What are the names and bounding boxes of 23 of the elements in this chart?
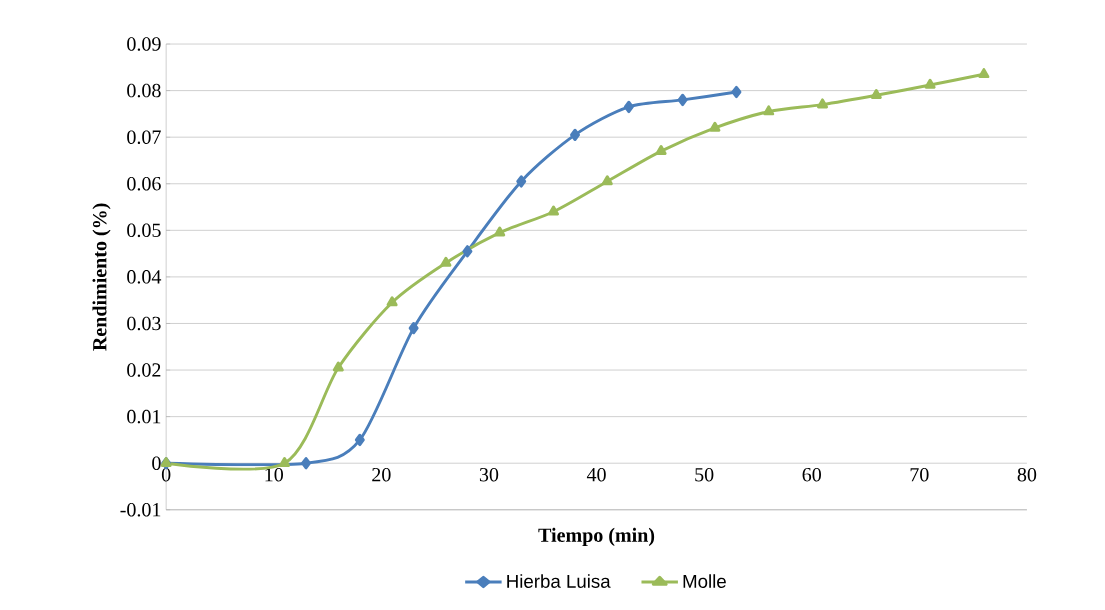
x-tick-label: 10 <box>265 467 283 482</box>
legend-label: Molle <box>683 574 726 588</box>
y-tick-label: 0.01 <box>127 409 161 424</box>
x-axis-title: Tiempo (min) <box>538 527 655 547</box>
y-tick-label: 0.06 <box>127 177 161 191</box>
y-axis-title: Rendimiento (%) <box>92 203 111 351</box>
x-tick-label: 70 <box>910 467 929 482</box>
x-tick-label: 60 <box>802 467 821 482</box>
y-tick-label: 0.07 <box>127 130 161 145</box>
y-tick-label: 0.09 <box>127 37 161 51</box>
legend-label: Hierba Luisa <box>507 574 611 588</box>
x-tick-label: 40 <box>586 467 606 482</box>
y-tick-label: 0.04 <box>127 270 162 284</box>
y-tick-label: 0.03 <box>127 316 161 331</box>
y-tick-label: 0.05 <box>127 223 161 238</box>
y-tick-label: -0.01 <box>120 503 161 517</box>
x-tick-label: 80 <box>1017 467 1037 482</box>
y-tick-label: 0.02 <box>127 363 161 377</box>
x-tick-label: 20 <box>372 467 391 482</box>
x-tick-label: 30 <box>479 467 499 482</box>
y-tick-label: 0.08 <box>127 83 161 98</box>
x-tick-label: 50 <box>695 467 714 482</box>
y-tick-label: 0 <box>152 456 161 471</box>
